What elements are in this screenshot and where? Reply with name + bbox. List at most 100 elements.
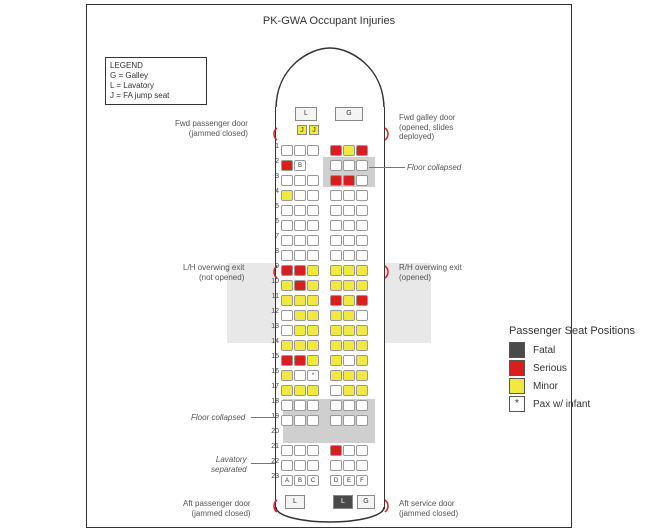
- seat-row: 13: [281, 323, 379, 337]
- seat: [294, 415, 306, 426]
- seat-row: 12: [281, 308, 379, 322]
- seat: [356, 400, 368, 411]
- seat: [356, 445, 368, 456]
- seat: [294, 145, 306, 156]
- seat: [356, 310, 368, 321]
- seat-row: 20: [281, 428, 379, 442]
- seat-row: 7: [281, 233, 379, 247]
- seat: [294, 370, 306, 381]
- seat: [343, 355, 355, 366]
- seat: [307, 160, 319, 171]
- seat-row: 1: [281, 143, 379, 157]
- jump-seat: J: [297, 125, 307, 135]
- seat: [294, 175, 306, 186]
- fwd-pax-door-icon: [272, 127, 276, 139]
- legend-row-fatal: Fatal: [509, 343, 659, 357]
- seat: [343, 250, 355, 261]
- seat: [307, 280, 319, 291]
- seat: [343, 340, 355, 351]
- seat: [294, 295, 306, 306]
- seat: [330, 190, 342, 201]
- seat: [294, 445, 306, 456]
- seat: [343, 460, 355, 471]
- seat-row: 22: [281, 458, 379, 472]
- seat: [281, 295, 293, 306]
- seat-row: 3: [281, 173, 379, 187]
- leader-line: [251, 417, 275, 418]
- seat-row: 17: [281, 383, 379, 397]
- swatch-fatal: [509, 342, 525, 358]
- seat-row: 8: [281, 248, 379, 262]
- annot-floor-collapsed-fwd: Floor collapsed: [407, 163, 461, 173]
- seat: [294, 355, 306, 366]
- diagram-frame: PK-GWA Occupant Injuries LEGEND G = Gall…: [86, 4, 572, 528]
- seat: [356, 415, 368, 426]
- row-number: 12: [267, 308, 279, 315]
- fwd-galley: G: [335, 107, 363, 121]
- seat: [330, 175, 342, 186]
- row-number: 4: [267, 188, 279, 195]
- leader-line: [251, 463, 275, 464]
- leader-line: [369, 167, 405, 168]
- seat: [330, 385, 342, 396]
- row-number: 23: [267, 473, 279, 480]
- seat: [330, 145, 342, 156]
- seat: [281, 145, 293, 156]
- seat: [356, 145, 368, 156]
- seat: [343, 235, 355, 246]
- annot-fwd-galley: Fwd galley door (opened, slides deployed…: [399, 113, 455, 142]
- annot-aft-pax-door: Aft passenger door (jammed closed): [183, 499, 251, 518]
- seat: [307, 355, 319, 366]
- diagram-title: PK-GWA Occupant Injuries: [87, 15, 571, 27]
- seat-row: 2B: [281, 158, 379, 172]
- aft-galley: G: [357, 495, 375, 509]
- seat: [356, 205, 368, 216]
- legend-row-serious: Serious: [509, 361, 659, 375]
- seat: *: [307, 370, 319, 381]
- legend-item: L = Lavatory: [110, 81, 202, 91]
- seat-row: 19: [281, 413, 379, 427]
- row-number: 14: [267, 338, 279, 345]
- seat: [307, 460, 319, 471]
- seat: [307, 340, 319, 351]
- row-number: 8: [267, 248, 279, 255]
- seat-row: 9: [281, 263, 379, 277]
- seat-row: 15: [281, 353, 379, 367]
- row-number: 7: [267, 233, 279, 240]
- seat: [343, 205, 355, 216]
- seat: [356, 280, 368, 291]
- seat-legend-title: Passenger Seat Positions: [509, 325, 659, 337]
- seat: [356, 325, 368, 336]
- swatch-infant: *: [509, 396, 525, 412]
- seat: [294, 385, 306, 396]
- seat: [281, 235, 293, 246]
- seat: [343, 325, 355, 336]
- seat: [307, 235, 319, 246]
- hull-tail: [275, 507, 385, 523]
- row-number: 6: [267, 218, 279, 225]
- seat: [281, 280, 293, 291]
- seat: [330, 295, 342, 306]
- seat: C: [307, 475, 319, 486]
- legend-row-minor: Minor: [509, 379, 659, 393]
- rh-overwing-icon: [384, 265, 388, 277]
- row-number: 11: [267, 293, 279, 300]
- aft-lavatory-r: L: [333, 495, 353, 509]
- legend-box: LEGEND G = Galley L = Lavatory J = FA ju…: [105, 57, 207, 105]
- seat: [356, 460, 368, 471]
- seat: [343, 190, 355, 201]
- annot-lav-separated: Lavatory separated: [211, 455, 247, 474]
- seat: [281, 400, 293, 411]
- legend-row-infant: * Pax w/ infant: [509, 397, 659, 411]
- seat: [343, 160, 355, 171]
- seat: B: [294, 475, 306, 486]
- seat: [356, 355, 368, 366]
- seat: [281, 460, 293, 471]
- seat: [281, 190, 293, 201]
- seat: [281, 385, 293, 396]
- seat: [330, 310, 342, 321]
- seat: [281, 175, 293, 186]
- jump-seat: J: [309, 125, 319, 135]
- seat: [307, 205, 319, 216]
- seat: [307, 295, 319, 306]
